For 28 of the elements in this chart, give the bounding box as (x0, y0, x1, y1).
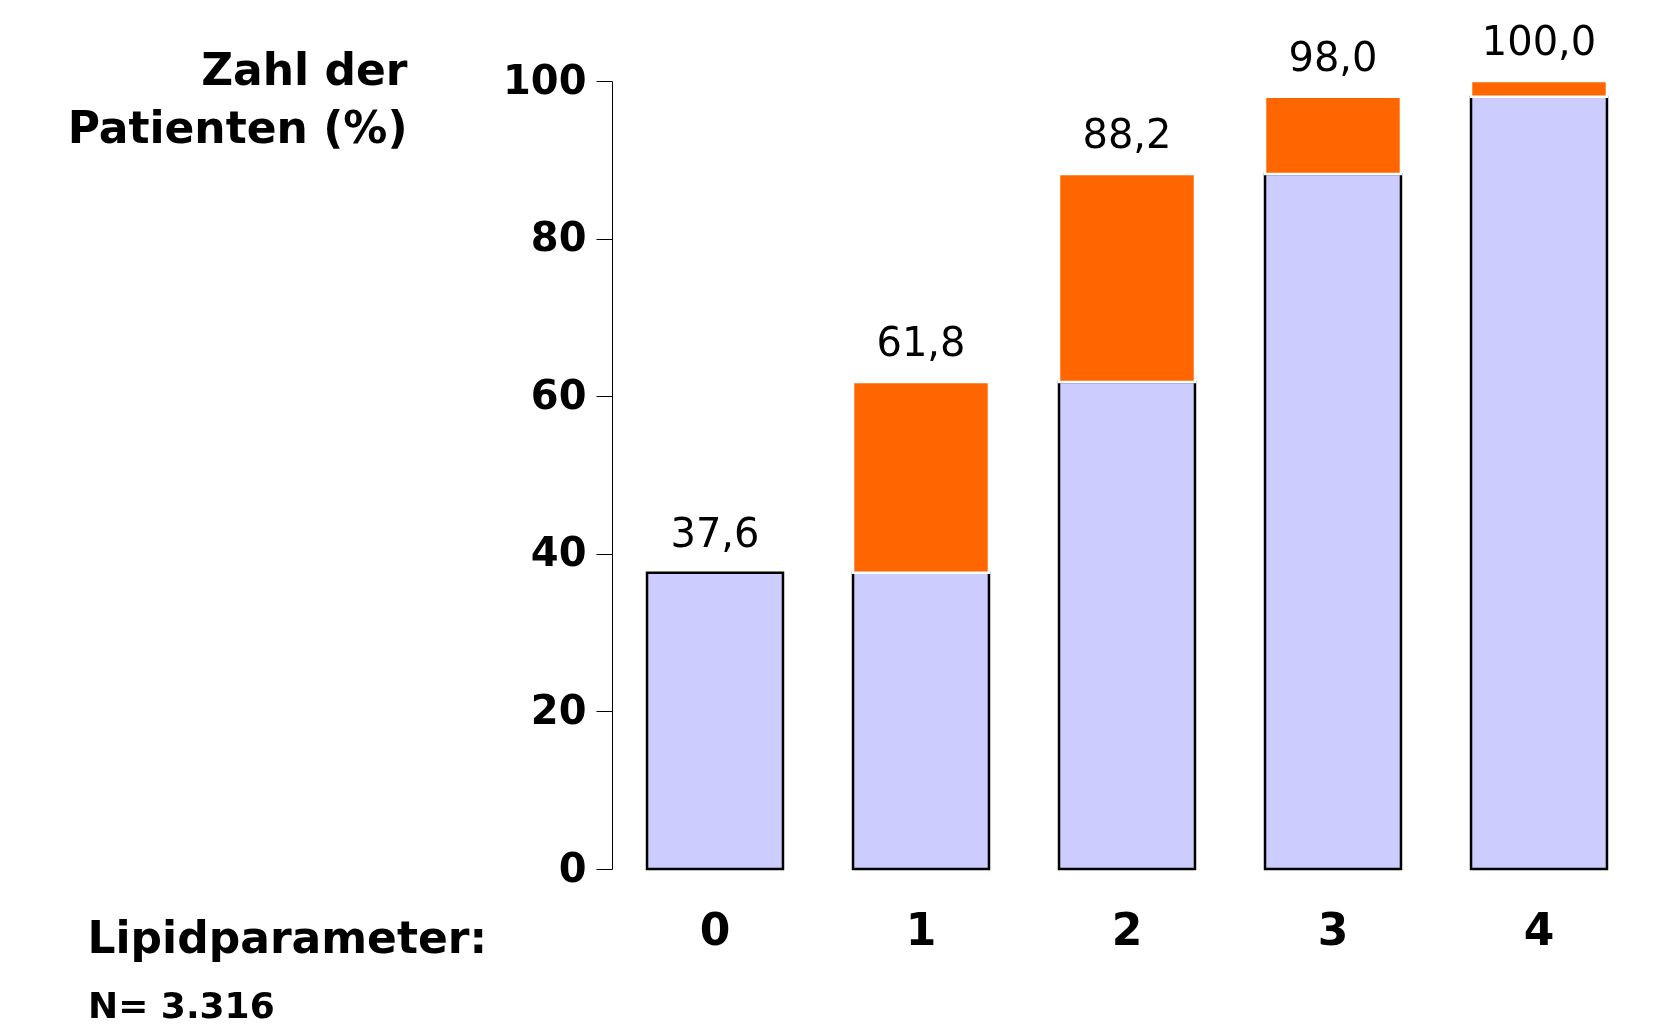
x-axis-title: Lipidparameter: (87, 911, 488, 963)
x-tick-label: 0 (699, 903, 731, 955)
y-tick-label: 80 (530, 214, 587, 261)
bar (1469, 95, 1609, 871)
x-tick-label: 4 (1523, 903, 1555, 955)
y-tick-label: 60 (530, 371, 587, 418)
bar (1263, 95, 1403, 176)
x-tick-label: 1 (905, 903, 937, 955)
total-label: 61,8 (876, 319, 966, 366)
x-tick-label: 2 (1111, 903, 1143, 955)
y-tick-label: 20 (530, 686, 587, 733)
bar (1263, 172, 1403, 871)
bar (851, 380, 991, 574)
y-tick-label: 100 (503, 56, 587, 103)
total-label: 37,6 (670, 509, 760, 556)
y-tick-label: 0 (558, 844, 587, 891)
bar (1057, 380, 1197, 871)
y-tick-label: 40 (530, 529, 587, 576)
x-tick-label: 3 (1317, 903, 1349, 955)
total-label: 98,0 (1288, 33, 1378, 80)
bar (1057, 172, 1197, 384)
text: N= 3.316 (88, 985, 275, 1024)
total-label: 100,0 (1481, 18, 1597, 64)
bar (1469, 79, 1609, 99)
total-label: 88,2 (1082, 110, 1172, 157)
bar (851, 571, 991, 871)
y-axis-title: Zahl der Patienten (%) (67, 43, 408, 153)
bar (645, 571, 785, 871)
